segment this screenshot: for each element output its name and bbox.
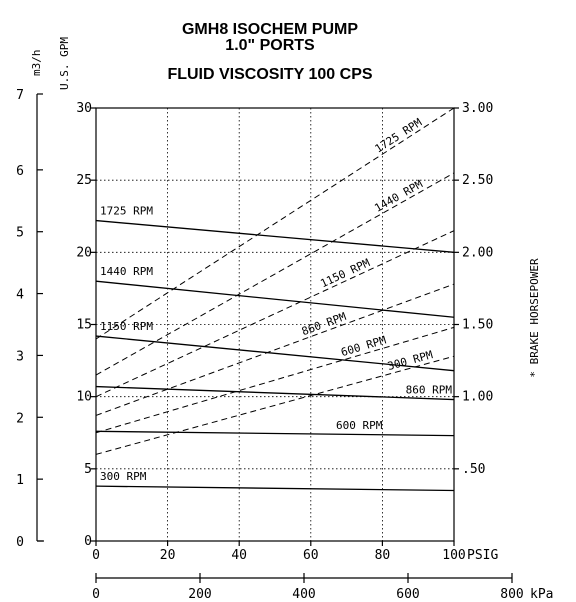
- y2-tick-label-0: .50: [462, 462, 485, 477]
- x-tick-label-40: 40: [231, 548, 247, 563]
- y-tick-label-5: 5: [84, 462, 92, 477]
- y-tick-label-0: 0: [84, 534, 92, 549]
- metric-tick-label-0: 0: [16, 535, 24, 550]
- flow-line-300-rpm: [95, 485, 455, 492]
- x-tick-label-20: 20: [160, 548, 176, 563]
- chart-title-line-1: GMH8 ISOCHEM PUMP: [182, 21, 358, 38]
- y2-tick-label-1: 1.00: [462, 390, 493, 405]
- y2-tick-label-4: 2.50: [462, 173, 493, 188]
- x-tick-label-80: 80: [375, 548, 391, 563]
- flow-label-1440-rpm: 1440 RPM: [100, 265, 153, 278]
- flow-label-600-rpm: 600 RPM: [336, 419, 383, 432]
- metric-axis-label: m3/h: [30, 50, 43, 77]
- y-axis-label: U.S. GPM: [58, 37, 71, 90]
- kpa-axis-label: kPa: [530, 587, 553, 602]
- flow-line-1725-rpm: [95, 219, 455, 253]
- hp-label-1440-rpm: 1440 RPM: [372, 177, 425, 215]
- hp-label-860-rpm: 860 RPM: [300, 310, 348, 338]
- y2-tick-label-3: 2.00: [462, 245, 493, 260]
- y2-axis-label: * BRAKE HORSEPOWER: [528, 258, 541, 378]
- hp-label-300-rpm: 300 RPM: [386, 348, 435, 373]
- chart-title-line-3: FLUID VISCOSITY 100 CPS: [167, 66, 372, 83]
- metric-tick-label-6: 6: [16, 164, 24, 179]
- y-tick-label-15: 15: [76, 318, 92, 333]
- hp-line-860-rpm: [95, 283, 455, 416]
- flow-line-1440-rpm: [95, 280, 455, 318]
- hp-line-600-rpm: [95, 326, 455, 434]
- hp-line-300-rpm: [95, 355, 455, 455]
- hp-label-1725-rpm: 1725 RPM: [373, 116, 425, 156]
- hp-line-1440-rpm: [95, 172, 455, 376]
- x-tick-label-0: 0: [92, 548, 100, 563]
- flow-line-860-rpm: [95, 385, 455, 401]
- flow-label-860-rpm: 860 RPM: [406, 384, 453, 397]
- kpa-tick-label-400: 400: [292, 587, 315, 602]
- kpa-tick-label-0: 0: [92, 587, 100, 602]
- metric-tick-label-3: 3: [16, 349, 24, 364]
- metric-tick-label-1: 1: [16, 473, 24, 488]
- y2-tick-label-2: 1.50: [462, 318, 493, 333]
- flow-line-600-rpm: [95, 430, 455, 437]
- hp-label-1150-rpm: 1150 RPM: [318, 256, 372, 290]
- y-tick-label-20: 20: [76, 245, 92, 260]
- kpa-tick-label-800: 800: [500, 587, 523, 602]
- x-tick-label-100: 100: [442, 548, 465, 563]
- y-tick-label-10: 10: [76, 390, 92, 405]
- metric-tick-label-2: 2: [16, 411, 24, 426]
- metric-tick-label-4: 4: [16, 288, 24, 303]
- hp-line-1725-rpm: [95, 107, 455, 340]
- x-axis-label: PSIG: [467, 548, 498, 563]
- y-tick-label-30: 30: [76, 101, 92, 116]
- kpa-tick-label-200: 200: [188, 587, 211, 602]
- flow-line-1150-rpm: [95, 335, 455, 372]
- x-tick-label-60: 60: [303, 548, 319, 563]
- hp-line-1150-rpm: [95, 230, 455, 398]
- flow-label-1150-rpm: 1150 RPM: [100, 320, 153, 333]
- flow-label-1725-rpm: 1725 RPM: [100, 205, 153, 218]
- metric-tick-label-7: 7: [16, 88, 24, 103]
- chart-title-line-2: 1.0" PORTS: [225, 37, 315, 54]
- y-tick-label-25: 25: [76, 173, 92, 188]
- hp-label-600-rpm: 600 RPM: [339, 333, 388, 359]
- metric-tick-label-5: 5: [16, 226, 24, 241]
- y2-tick-label-5: 3.00: [462, 101, 493, 116]
- flow-label-300-rpm: 300 RPM: [100, 470, 147, 483]
- kpa-tick-label-600: 600: [396, 587, 419, 602]
